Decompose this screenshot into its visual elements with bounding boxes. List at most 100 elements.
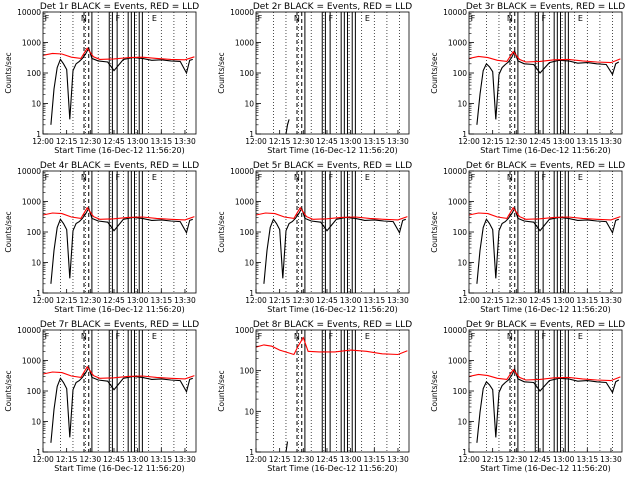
panel-frame — [255, 329, 410, 453]
y-tick-label: 10000 — [443, 8, 467, 17]
x-tick-label: 12:00 — [245, 296, 267, 305]
corner-label: N — [507, 14, 513, 23]
panel-title: Det 1r BLACK = Events, RED = LLD — [40, 2, 199, 12]
x-tick-label: 12:30 — [80, 137, 102, 146]
events-series-line — [285, 119, 290, 134]
events-series-line — [50, 365, 193, 443]
y-tick-label: 10 — [244, 100, 254, 109]
panel-plot-area — [43, 12, 195, 134]
y-tick-label: 1000 — [448, 357, 467, 366]
x-tick-label: 13:30 — [387, 296, 409, 305]
y-tick-label: 100 — [27, 387, 42, 396]
lld-series-line — [256, 336, 408, 356]
lld-series-line — [256, 206, 408, 221]
corner-label: F — [542, 332, 547, 341]
corner-label: N — [81, 332, 87, 341]
corner-label: F — [116, 173, 121, 182]
y-tick-label: 1000 — [235, 198, 254, 207]
x-tick-label: 12:45 — [316, 296, 338, 305]
lld-series-line — [469, 50, 621, 64]
x-tick-label: 13:30 — [174, 296, 196, 305]
x-tick-label: 12:15 — [56, 296, 78, 305]
y-tick-label: 10 — [31, 100, 41, 109]
y-tick-label: 1 — [249, 289, 254, 298]
events-series-line — [476, 49, 620, 125]
x-tick-label: 12:30 — [506, 455, 528, 464]
panel-9: Det 9r BLACK = Events, RED = LLD F N F E 12:0… — [430, 320, 625, 473]
corner-label: F — [116, 14, 121, 23]
panel-4: Det 4r BLACK = Events, RED = LLD F N F E 12:0… — [4, 161, 199, 314]
x-tick-label: 13:15 — [150, 455, 172, 464]
y-tick-label: 10000 — [17, 167, 41, 176]
corner-label: F — [45, 173, 50, 182]
x-axis-label: Start Time (16-Dec-12 11:56:20) — [54, 464, 185, 473]
panel-plot-area — [469, 171, 621, 293]
panel-2: Det 2r BLACK = Events, RED = LLD F N F E 12:0… — [217, 2, 412, 155]
events-series-line — [263, 206, 406, 284]
y-axis-label: Counts/sec — [4, 52, 13, 93]
y-tick-label: 10 — [244, 259, 254, 268]
x-tick-label: 13:15 — [576, 296, 598, 305]
y-tick-label: 1000 — [448, 198, 467, 207]
x-tick-label: 13:30 — [174, 455, 196, 464]
x-tick-label: 13:30 — [174, 137, 196, 146]
corner-label: F — [116, 332, 121, 341]
x-axis-label: Start Time (16-Dec-12 11:56:20) — [267, 305, 398, 314]
x-tick-label: 13:30 — [387, 137, 409, 146]
events-series-line — [285, 441, 289, 452]
y-tick-label: 1 — [249, 130, 254, 139]
x-tick-label: 13:00 — [553, 137, 575, 146]
y-tick-label: 1000 — [22, 357, 41, 366]
panel-6: Det 6r BLACK = Events, RED = LLD F N F E 12:0… — [430, 161, 625, 314]
lld-series-line — [43, 206, 195, 221]
panel-title: Det 8r BLACK = Events, RED = LLD — [253, 320, 412, 330]
y-tick-label: 10000 — [443, 326, 467, 335]
panel-5: Det 5r BLACK = Events, RED = LLD F N F E 12:0… — [217, 161, 412, 314]
panel-plot-area — [43, 330, 195, 452]
corner-label: N — [294, 332, 300, 341]
corner-label: E — [152, 14, 157, 23]
y-tick-label: 100 — [240, 69, 255, 78]
lld-series-line — [43, 365, 195, 380]
corner-label: F — [258, 173, 263, 182]
x-tick-label: 13:15 — [576, 137, 598, 146]
corner-label: N — [507, 332, 513, 341]
panel-title: Det 7r BLACK = Events, RED = LLD — [40, 320, 199, 330]
y-tick-label: 10000 — [230, 167, 254, 176]
y-axis-label: Counts/sec — [4, 211, 13, 252]
y-tick-label: 10000 — [230, 8, 254, 17]
x-axis-label: Start Time (16-Dec-12 11:56:20) — [480, 464, 611, 473]
x-tick-label: 12:15 — [482, 455, 504, 464]
y-tick-label: 100 — [453, 228, 468, 237]
x-tick-label: 12:15 — [269, 137, 291, 146]
corner-label: E — [365, 173, 370, 182]
x-tick-label: 12:30 — [293, 296, 315, 305]
x-axis-label: Start Time (16-Dec-12 11:56:20) — [267, 464, 398, 473]
x-tick-label: 12:45 — [529, 455, 551, 464]
corner-label: N — [294, 173, 300, 182]
x-tick-label: 12:00 — [32, 137, 54, 146]
x-tick-label: 13:00 — [127, 137, 149, 146]
corner-label: F — [45, 14, 50, 23]
panel-3: Det 3r BLACK = Events, RED = LLD F N F E 12:0… — [430, 2, 625, 155]
x-tick-label: 13:00 — [553, 455, 575, 464]
y-axis-label: Counts/sec — [430, 370, 439, 411]
corner-label: E — [578, 14, 583, 23]
x-tick-label: 12:00 — [32, 455, 54, 464]
corner-label: E — [578, 332, 583, 341]
y-axis-label: Counts/sec — [4, 370, 13, 411]
x-tick-label: 13:00 — [340, 455, 362, 464]
corner-label: E — [578, 173, 583, 182]
x-tick-label: 12:15 — [56, 455, 78, 464]
x-tick-label: 12:15 — [482, 296, 504, 305]
y-tick-label: 1000 — [22, 198, 41, 207]
y-tick-label: 10 — [457, 418, 467, 427]
y-tick-label: 1000 — [448, 39, 467, 48]
panel-plot-area — [469, 12, 621, 134]
x-tick-label: 12:45 — [103, 455, 125, 464]
panel-plot-area — [273, 12, 400, 134]
y-axis-label: Counts/sec — [217, 52, 226, 93]
x-tick-label: 12:15 — [482, 137, 504, 146]
